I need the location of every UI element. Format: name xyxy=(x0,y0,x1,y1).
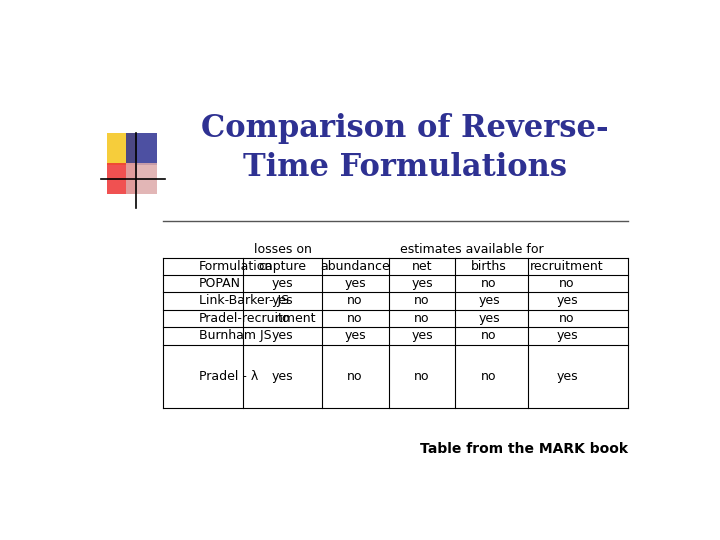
Text: yes: yes xyxy=(271,370,293,383)
Text: Formulation: Formulation xyxy=(199,260,273,273)
Text: no: no xyxy=(347,294,363,307)
Text: yes: yes xyxy=(478,312,500,325)
Text: no: no xyxy=(559,277,575,290)
Text: yes: yes xyxy=(271,294,293,307)
Text: net: net xyxy=(412,260,432,273)
Text: no: no xyxy=(414,294,430,307)
Text: recruitment: recruitment xyxy=(530,260,604,273)
Text: yes: yes xyxy=(344,277,366,290)
Text: births: births xyxy=(471,260,507,273)
Text: no: no xyxy=(347,370,363,383)
Text: yes: yes xyxy=(478,294,500,307)
Text: capture: capture xyxy=(258,260,307,273)
Text: Burnham JS: Burnham JS xyxy=(199,329,271,342)
FancyBboxPatch shape xyxy=(126,163,157,194)
Text: yes: yes xyxy=(557,370,578,383)
Text: no: no xyxy=(414,370,430,383)
FancyBboxPatch shape xyxy=(107,163,138,194)
Text: no: no xyxy=(481,277,497,290)
Text: yes: yes xyxy=(557,294,578,307)
Text: Table from the MARK book: Table from the MARK book xyxy=(420,442,629,456)
Text: yes: yes xyxy=(271,277,293,290)
FancyBboxPatch shape xyxy=(126,133,157,165)
Text: no: no xyxy=(414,312,430,325)
Text: no: no xyxy=(481,329,497,342)
Text: no: no xyxy=(559,312,575,325)
Text: POPAN: POPAN xyxy=(199,277,240,290)
Text: estimates available for: estimates available for xyxy=(400,244,544,256)
Text: losses on: losses on xyxy=(253,244,312,256)
Text: no: no xyxy=(347,312,363,325)
Text: no: no xyxy=(275,312,290,325)
Text: abundance: abundance xyxy=(320,260,390,273)
Text: yes: yes xyxy=(344,329,366,342)
Text: Pradel-recruitment: Pradel-recruitment xyxy=(199,312,316,325)
Text: yes: yes xyxy=(411,277,433,290)
Text: no: no xyxy=(481,370,497,383)
Text: Link-Barker- JS: Link-Barker- JS xyxy=(199,294,289,307)
Text: Comparison of Reverse-
Time Formulations: Comparison of Reverse- Time Formulations xyxy=(202,113,609,183)
FancyBboxPatch shape xyxy=(107,133,138,165)
Text: Pradel - λ: Pradel - λ xyxy=(199,370,258,383)
Text: yes: yes xyxy=(271,329,293,342)
Text: yes: yes xyxy=(411,329,433,342)
Text: yes: yes xyxy=(557,329,578,342)
